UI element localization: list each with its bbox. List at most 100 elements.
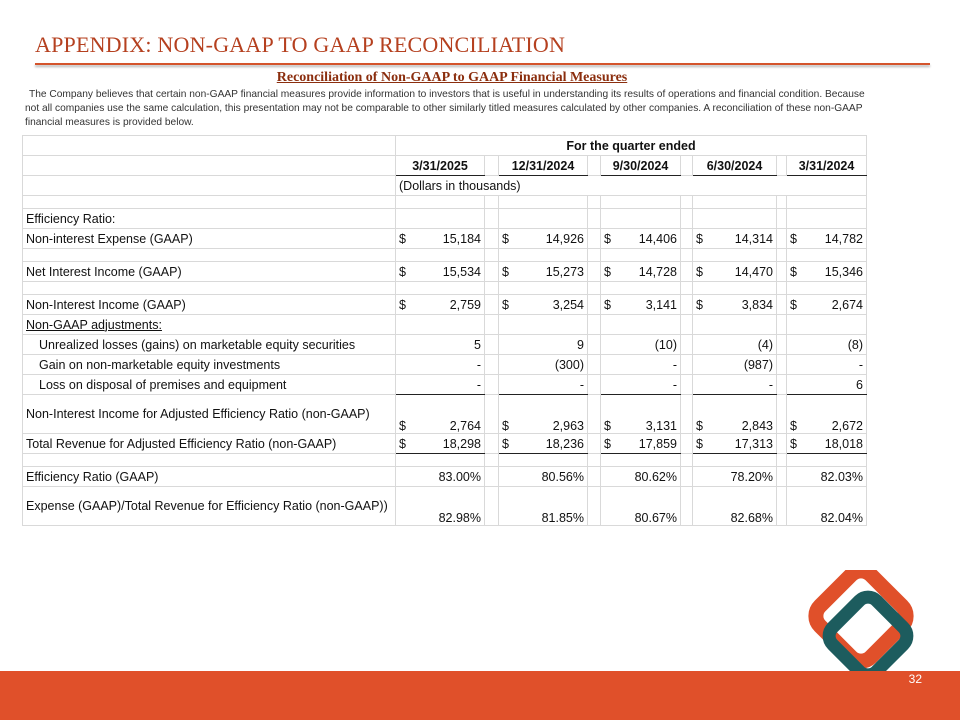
value: 14,926 [545, 231, 584, 246]
value-cell: - [600, 374, 681, 395]
currency: $ [604, 231, 611, 246]
value: 18,236 [545, 436, 584, 451]
cell [692, 248, 777, 262]
value-cell: (4) [692, 334, 777, 355]
value-cell: $14,782 [786, 228, 867, 249]
value: 82.03% [820, 469, 863, 484]
cell-content: - [696, 378, 773, 392]
spacer [587, 294, 601, 315]
currency: $ [790, 264, 797, 279]
currency: $ [604, 264, 611, 279]
cell [22, 248, 396, 262]
currency: $ [696, 231, 703, 246]
cell [786, 248, 867, 262]
spacer [776, 228, 787, 249]
value: 81.85% [541, 511, 584, 525]
row-label: Gain on non-marketable equity investment… [22, 354, 396, 375]
cell [484, 195, 499, 209]
cell-content: - [399, 378, 481, 392]
cell [484, 248, 499, 262]
value: - [672, 357, 677, 372]
cell [587, 195, 601, 209]
cell [600, 281, 681, 295]
value: - [476, 377, 481, 392]
spacer [587, 314, 601, 335]
blank-row [22, 195, 867, 209]
cell-content: 82.68% [696, 511, 773, 525]
row-label: Non-Interest Income (GAAP) [22, 294, 396, 315]
value-cell: $14,406 [600, 228, 681, 249]
cell-content: (987) [696, 358, 773, 372]
cell-content: $14,782 [790, 232, 863, 246]
value: 80.56% [541, 469, 584, 484]
value-cell: 80.67% [600, 486, 681, 526]
currency: $ [399, 419, 406, 433]
value: 18,298 [442, 436, 481, 451]
spacer [680, 354, 693, 375]
value: - [579, 377, 584, 392]
blank-row [22, 453, 867, 467]
value: 15,534 [442, 264, 481, 279]
row-label: Loss on disposal of premises and equipme… [22, 374, 396, 395]
value: 82.98% [438, 511, 481, 525]
value-cell [692, 314, 777, 335]
value-cell: $14,728 [600, 261, 681, 282]
value: (10) [654, 337, 677, 352]
value-cell: $14,470 [692, 261, 777, 282]
cell-content: 81.85% [502, 511, 584, 525]
value: (300) [554, 357, 584, 372]
cell [587, 248, 601, 262]
value-cell: 82.68% [692, 486, 777, 526]
cell-content: - [790, 358, 863, 372]
cell [692, 195, 777, 209]
value-cell: $18,298 [395, 433, 485, 454]
value-cell: $3,254 [498, 294, 588, 315]
cell-content: 78.20% [696, 470, 773, 484]
title: APPENDIX: NON-GAAP TO GAAP RECONCILIATIO… [35, 32, 566, 57]
cell [22, 155, 396, 176]
value: 2,843 [741, 419, 773, 433]
value: 14,470 [734, 264, 773, 279]
cell-content: - [604, 378, 677, 392]
cell [498, 453, 588, 467]
cell-content: 5 [399, 338, 481, 352]
cell-content: 80.56% [502, 470, 584, 484]
value: - [476, 357, 481, 372]
cell [498, 248, 588, 262]
row-label: Efficiency Ratio: [22, 208, 396, 229]
value: 82.68% [730, 511, 773, 525]
cell [22, 195, 396, 209]
spacer [484, 261, 499, 282]
spacer [776, 314, 787, 335]
header-row: (Dollars in thousands) [22, 175, 867, 196]
column-header: 3/31/2025 [395, 155, 485, 176]
cell-content: $15,346 [790, 265, 863, 279]
cell [776, 195, 787, 209]
spacer [776, 394, 787, 434]
value: 14,728 [638, 264, 677, 279]
spacer [680, 228, 693, 249]
value: 3,141 [645, 297, 677, 312]
value: 6 [856, 377, 863, 392]
cell-content: $15,273 [502, 265, 584, 279]
spacer [680, 334, 693, 355]
value: 15,346 [824, 264, 863, 279]
cell [484, 453, 499, 467]
value: (987) [743, 357, 773, 372]
spacer [587, 394, 601, 434]
column-header: 3/31/2024 [786, 155, 867, 176]
value: - [858, 357, 863, 372]
table-row: Non-GAAP adjustments: [22, 314, 867, 335]
cell-content: 82.04% [790, 511, 863, 525]
value-cell [395, 208, 485, 229]
value: (4) [757, 337, 773, 352]
row-label: Unrealized losses (gains) on marketable … [22, 334, 396, 355]
spacer [680, 294, 693, 315]
logo [808, 570, 914, 682]
value-cell: (10) [600, 334, 681, 355]
cell-content: $18,236 [502, 437, 584, 451]
cell-content: $2,764 [399, 419, 481, 433]
value-cell: 80.56% [498, 466, 588, 487]
value-cell: - [692, 374, 777, 395]
spacer [587, 466, 601, 487]
